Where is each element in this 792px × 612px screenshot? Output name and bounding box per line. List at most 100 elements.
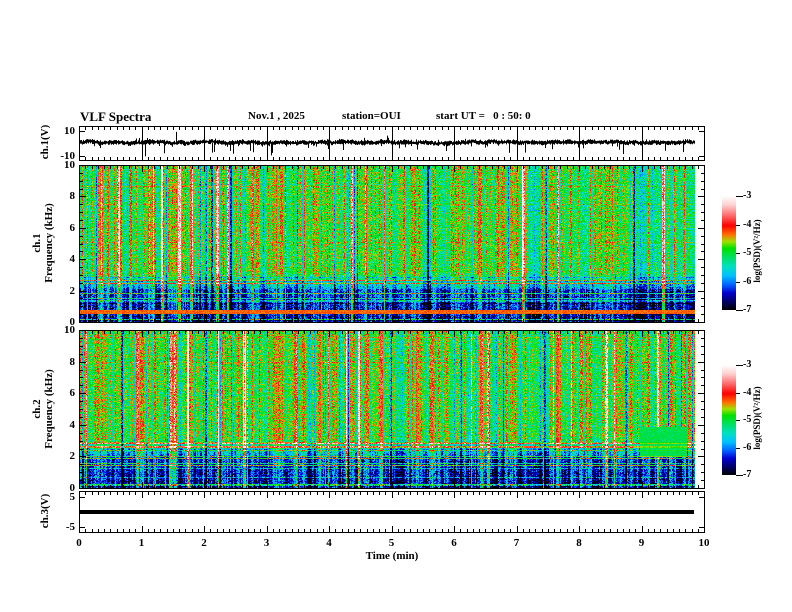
x-minor-tick	[566, 127, 568, 130]
x-minor-tick	[216, 529, 218, 532]
x-minor-tick	[604, 492, 605, 495]
minute-gridline	[391, 127, 393, 160]
x-minor-tick	[172, 127, 174, 130]
colorbar-tick-label: -4	[743, 218, 752, 230]
x-minor-tick	[591, 127, 593, 130]
x-minor-tick	[297, 485, 299, 488]
y-minor-tick	[80, 456, 86, 458]
x-minor-tick	[241, 127, 243, 130]
x-minor-tick	[229, 492, 230, 495]
x-minor-tick	[685, 319, 687, 322]
x-minor-tick	[579, 526, 580, 532]
x-minor-tick	[479, 485, 480, 488]
x-minor-tick	[254, 485, 255, 488]
y-minor-tick	[80, 180, 83, 182]
x-minor-tick	[341, 485, 343, 488]
x-minor-tick	[204, 482, 205, 488]
x-minor-tick	[691, 492, 693, 495]
x-minor-tick	[260, 166, 262, 169]
x-minor-tick	[447, 485, 449, 488]
x-minor-tick	[229, 331, 230, 334]
x-minor-tick	[410, 492, 412, 495]
x-minor-tick	[129, 166, 130, 169]
colorbar-tick-label: -5	[743, 247, 752, 258]
x-minor-tick	[572, 331, 574, 334]
x-minor-tick	[310, 492, 312, 495]
x-minor-tick	[479, 492, 480, 495]
x-minor-tick	[547, 127, 549, 130]
x-minor-tick	[660, 529, 662, 532]
x-minor-tick	[285, 492, 287, 495]
x-minor-tick	[610, 331, 612, 334]
x-minor-tick	[641, 316, 643, 322]
y-minor-tick	[701, 377, 704, 379]
x-minor-tick	[341, 331, 343, 334]
x-minor-tick	[172, 492, 174, 495]
x-minor-tick	[616, 127, 618, 130]
y-minor-tick	[80, 416, 83, 418]
colorbar-tick-label: -6	[743, 275, 752, 287]
x-minor-tick	[572, 127, 574, 130]
x-minor-tick	[372, 485, 374, 488]
x-minor-tick	[179, 166, 180, 169]
x-minor-tick	[547, 319, 549, 322]
y-minor-tick	[698, 393, 704, 395]
x-minor-tick	[410, 166, 412, 169]
x-minor-tick	[429, 166, 430, 169]
x-minor-tick	[141, 482, 143, 488]
x-minor-tick	[397, 127, 399, 130]
x-minor-tick	[104, 492, 105, 495]
y-minor-tick	[701, 314, 704, 316]
x-minor-tick	[104, 331, 105, 334]
x-minor-tick	[397, 331, 399, 334]
x-minor-tick	[441, 331, 443, 334]
x-minor-tick	[191, 157, 193, 160]
y-minor-tick	[80, 212, 83, 214]
x-minor-tick	[504, 492, 505, 495]
x-minor-tick	[266, 492, 268, 498]
x-minor-tick	[585, 166, 587, 169]
minute-gridline	[204, 127, 205, 160]
ch1-colorbar-label: log(PSD)(V²/Hz)	[752, 219, 762, 283]
x-minor-tick	[497, 529, 499, 532]
x-minor-tick	[135, 331, 137, 334]
x-minor-tick	[229, 157, 230, 160]
x-minor-tick	[566, 319, 568, 322]
x-minor-tick	[347, 166, 349, 169]
x-minor-tick	[110, 319, 112, 322]
x-minor-tick	[679, 331, 680, 334]
x-minor-tick	[404, 492, 405, 495]
x-minor-tick	[629, 127, 630, 130]
x-minor-tick	[291, 529, 293, 532]
x-minor-tick	[491, 157, 493, 160]
x-minor-tick	[266, 526, 268, 532]
y-minor-tick	[698, 290, 704, 292]
colorbar-bracket	[736, 365, 743, 366]
x-minor-tick	[697, 529, 699, 532]
x-minor-tick	[216, 166, 218, 169]
x-minor-tick	[679, 485, 680, 488]
x-minor-tick	[491, 319, 493, 322]
x-minor-tick	[497, 157, 499, 160]
x-minor-tick	[447, 127, 449, 130]
x-minor-tick	[454, 526, 455, 532]
x-minor-tick	[91, 166, 93, 169]
x-minor-tick	[210, 529, 212, 532]
x-minor-tick	[460, 331, 462, 334]
x-minor-tick	[691, 485, 693, 488]
x-minor-tick	[397, 529, 399, 532]
x-minor-tick	[285, 166, 287, 169]
x-minor-tick	[341, 127, 343, 130]
x-minor-tick	[516, 526, 518, 532]
x-minor-tick	[285, 127, 287, 130]
x-minor-tick	[460, 166, 462, 169]
y-minor-tick	[701, 369, 704, 371]
x-minor-tick	[479, 529, 480, 532]
ch2-spectrogram-panel-border	[79, 330, 705, 489]
x-minor-tick	[610, 166, 612, 169]
y-tick-label: 0	[69, 482, 76, 494]
y-tick-label: 10	[64, 159, 75, 171]
x-minor-tick	[591, 166, 593, 169]
x-minor-tick	[460, 127, 462, 130]
x-minor-tick	[504, 331, 505, 334]
